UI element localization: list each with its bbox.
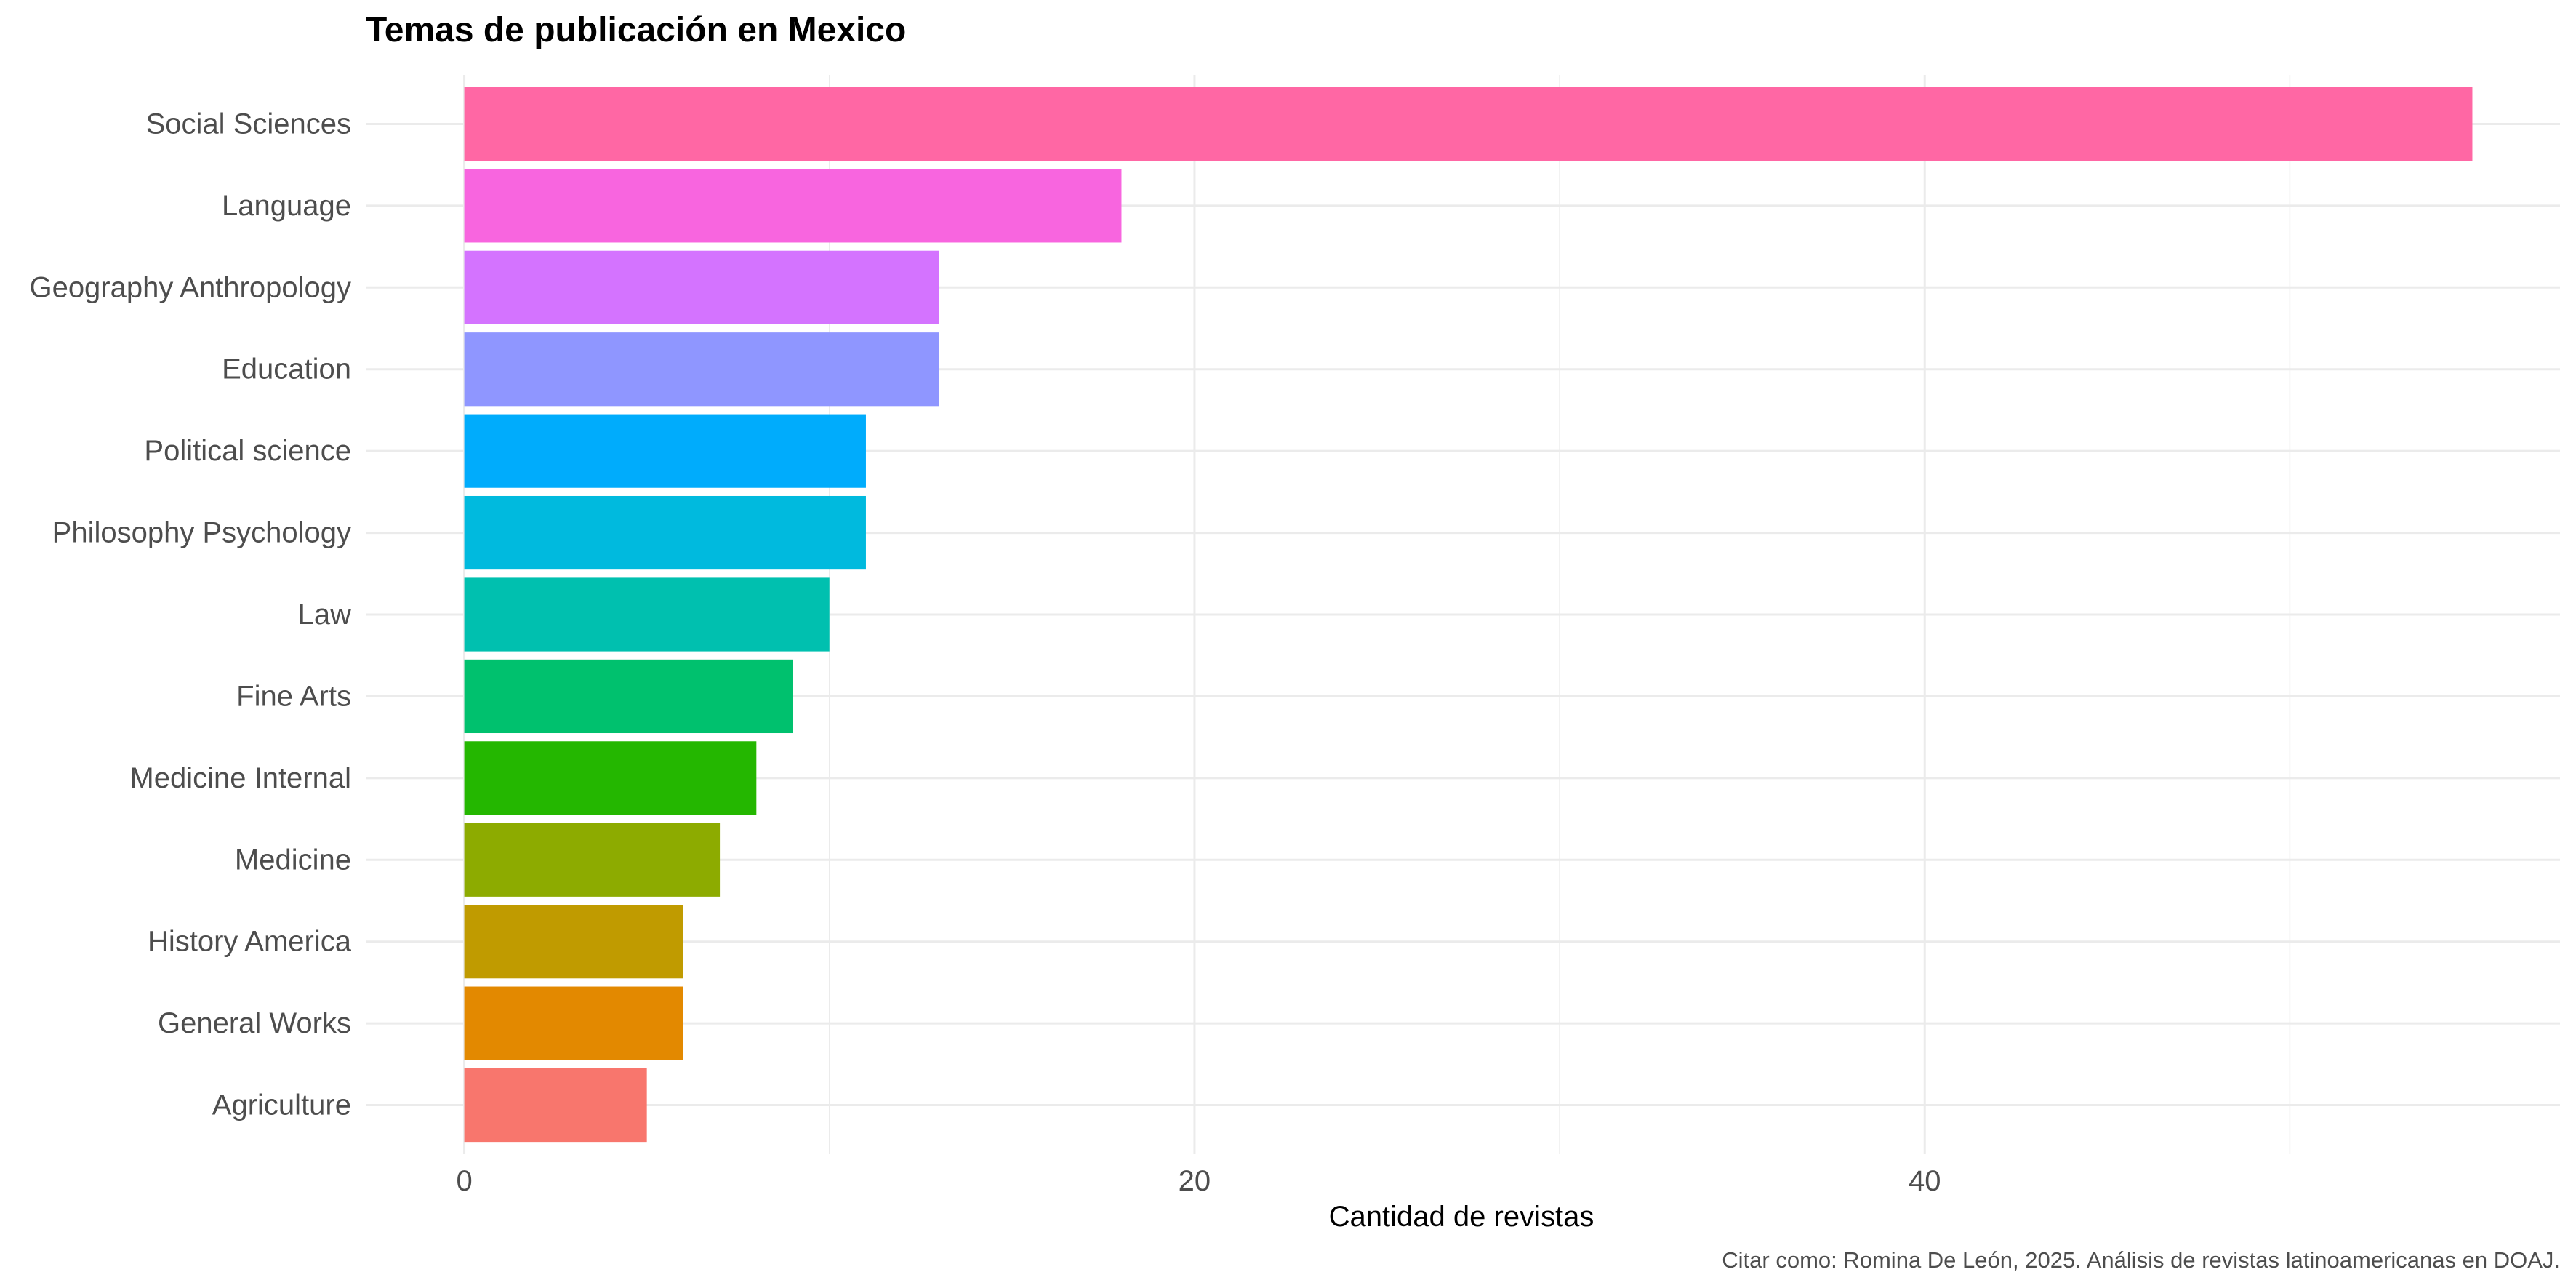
x-tick-labels: 0 20 40 <box>456 1165 1941 1197</box>
bar <box>464 741 757 815</box>
category-label: Fine Arts <box>236 680 351 712</box>
bar <box>464 659 793 734</box>
category-label: Philosophy Psychology <box>52 517 351 549</box>
x-tick-label: 20 <box>1179 1165 1211 1197</box>
bar <box>464 577 830 652</box>
bar <box>464 823 721 897</box>
category-label: History America <box>148 926 352 958</box>
bar <box>464 87 2473 161</box>
category-label: General Works <box>158 1007 351 1039</box>
category-label: Agriculture <box>212 1089 351 1121</box>
bar <box>464 1068 647 1143</box>
bar <box>464 169 1122 243</box>
category-labels: Social Sciences Language Geography Anthrop… <box>29 108 351 1121</box>
category-label: Political science <box>144 435 351 467</box>
chart-caption: Citar como: Romina De León, 2025. Anális… <box>1722 1247 2560 1273</box>
bar <box>464 495 866 570</box>
category-label: Medicine <box>235 844 351 876</box>
category-label: Social Sciences <box>146 108 351 140</box>
x-axis-title: Cantidad de revistas <box>1329 1201 1594 1233</box>
bar <box>464 905 683 979</box>
bar <box>464 332 939 407</box>
bar <box>464 250 939 324</box>
x-tick-label: 0 <box>456 1165 472 1197</box>
category-label: Geography Anthropology <box>29 271 351 303</box>
chart-title: Temas de publicación en Mexico <box>366 11 906 49</box>
bar <box>464 986 683 1060</box>
bars <box>464 87 2473 1143</box>
bar <box>464 414 866 488</box>
x-tick-label: 40 <box>1909 1165 1941 1197</box>
category-label: Medicine Internal <box>129 762 351 794</box>
category-label: Law <box>298 599 351 631</box>
category-label: Education <box>222 353 351 385</box>
category-label: Language <box>222 190 351 222</box>
